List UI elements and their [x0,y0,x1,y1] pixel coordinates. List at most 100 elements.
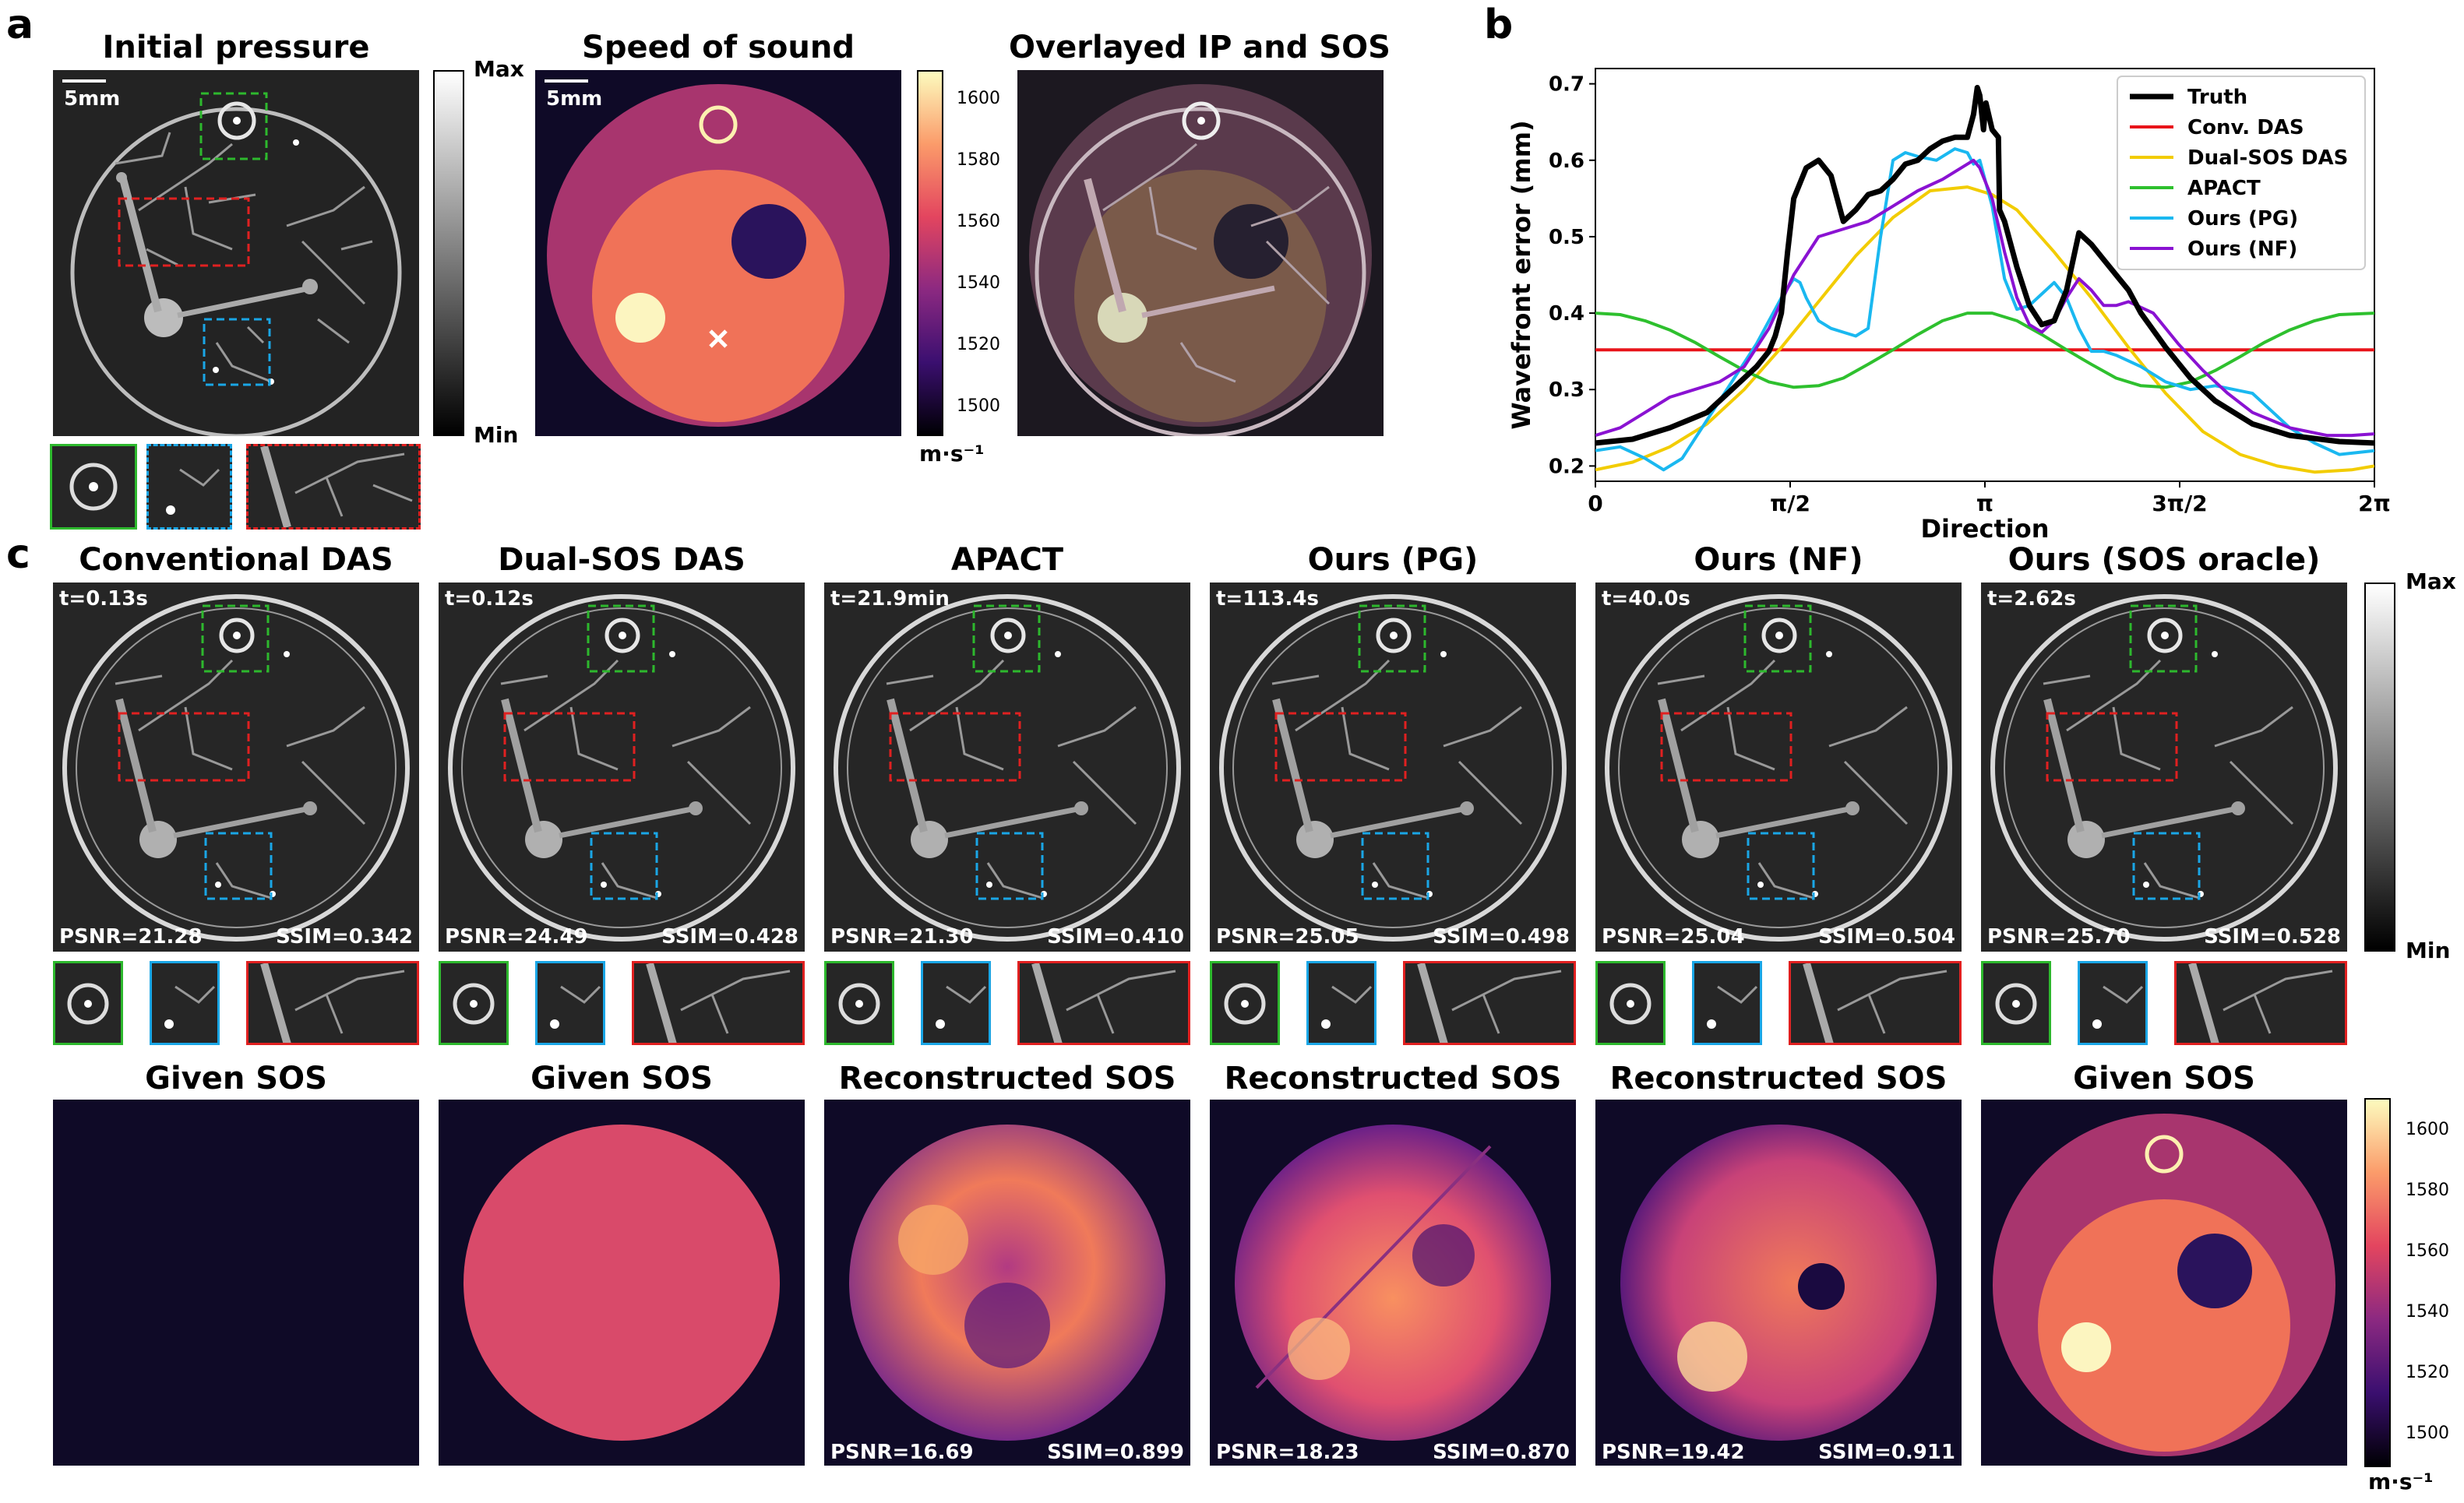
recon-ssim-5: SSIM=0.528 [2204,925,2341,949]
recon-inset-red-4 [1789,961,1962,1045]
recon-inset-blue-5 [2078,961,2148,1045]
legend-label-4: Ours (PG) [2187,207,2298,231]
sos-unit-c: m·s⁻¹ [2368,1469,2434,1494]
recon-image-2: t=21.9min PSNR=21.30 SSIM=0.410 [824,583,1190,952]
x-tick-label-0: 0 [1588,491,1602,516]
recon-psnr-1: PSNR=24.49 [445,925,588,949]
recon-inset-red-0 [246,961,419,1045]
recon-inset-blue-3 [1306,961,1377,1045]
sos-tick-c-1560: 1560 [2406,1241,2449,1261]
sos-recon-image-1 [439,1100,805,1467]
sos-recon-image-3: PSNR=18.23 SSIM=0.870 [1210,1100,1576,1467]
recon-psnr-3: PSNR=25.05 [1216,925,1359,949]
recon-inset-green-4 [1595,961,1666,1045]
recon-image-5: t=2.62s PSNR=25.70 SSIM=0.528 [1981,583,2347,952]
sos-tick-a-1580: 1580 [957,150,1000,170]
recon-ssim-4: SSIM=0.504 [1818,925,1955,949]
recon-inset-blue-2 [921,961,991,1045]
legend-label-3: APACT [2187,177,2261,200]
sos-psnr-4: PSNR=19.42 [1602,1441,1745,1464]
sos-recon-image-2: PSNR=16.69 SSIM=0.899 [824,1100,1190,1467]
ip-inset-blue [146,444,232,530]
recon-ssim-1: SSIM=0.428 [661,925,798,949]
ip-colorbar [433,70,464,436]
sos-tick-c-1500: 1500 [2406,1424,2449,1443]
sos-scale-bar-label: 5mm [546,87,603,111]
legend-label-0: Truth [2187,86,2247,109]
ip-colorbar-c-min: Min [2406,938,2451,963]
recon-inset-green-2 [824,961,894,1045]
recon-inset-blue-0 [150,961,220,1045]
recon-inset-green-1 [439,961,509,1045]
recon-time-1: t=0.12s [445,587,534,611]
wavefront-error-chart: 0.2 0.3 0.4 0.5 0.6 0.7 0 π/2 π 3π/2 2π Direction Wa… [1496,23,2464,553]
recon-inset-red-2 [1017,961,1190,1045]
panel-letter-b: b [1484,2,1514,48]
sos-ssim-2: SSIM=0.899 [1047,1441,1184,1464]
series-line-5 [1595,158,2374,438]
ip-inset-red [246,444,421,530]
sos-title-5: Given SOS [2073,1061,2255,1096]
sos-title-4: Reconstructed SOS [1609,1061,1948,1096]
recon-time-3: t=113.4s [1216,587,1319,611]
y-tick-label-2: 0.4 [1549,302,1585,326]
sos-psnr-3: PSNR=18.23 [1216,1441,1359,1464]
title-initial-pressure: Initial pressure [102,30,370,65]
y-tick-label-0: 0.2 [1549,455,1585,478]
recon-time-0: t=0.13s [59,587,148,611]
recon-inset-red-1 [632,961,805,1045]
legend-box [2117,76,2366,270]
recon-title-1: Dual-SOS DAS [498,542,746,578]
recon-psnr-5: PSNR=25.70 [1987,925,2131,949]
x-axis-label: Direction [1920,514,2049,544]
recon-psnr-0: PSNR=21.28 [59,925,203,949]
panel-letter-c: c [6,531,30,578]
recon-psnr-2: PSNR=21.30 [830,925,974,949]
title-speed-of-sound: Speed of sound [582,30,855,65]
ip-colorbar-c-max: Max [2406,568,2456,594]
recon-title-2: APACT [950,542,1064,578]
recon-inset-green-5 [1981,961,2051,1045]
sos-tick-c-1540: 1540 [2406,1302,2449,1322]
sos-tick-a-1520: 1520 [957,335,1000,354]
title-overlayed: Overlayed IP and SOS [1009,30,1391,65]
legend-label-2: Dual-SOS DAS [2187,146,2348,170]
sos-tick-c-1600: 1600 [2406,1120,2449,1139]
sos-ssim-3: SSIM=0.870 [1433,1441,1570,1464]
recon-image-3: t=113.4s PSNR=25.05 SSIM=0.498 [1210,583,1576,952]
recon-time-4: t=40.0s [1602,587,1690,611]
series-line-4 [1595,147,2374,472]
recon-title-3: Ours (PG) [1307,542,1479,578]
sos-title-1: Given SOS [531,1061,713,1096]
legend-label-5: Ours (NF) [2187,238,2297,261]
recon-image-0: t=0.13s PSNR=21.28 SSIM=0.342 [53,583,419,952]
sos-recon-image-4: PSNR=19.42 SSIM=0.911 [1595,1100,1962,1467]
sos-unit-a: m·s⁻¹ [919,441,985,466]
recon-time-5: t=2.62s [1987,587,2076,611]
recon-inset-blue-4 [1692,961,1762,1045]
recon-ssim-0: SSIM=0.342 [276,925,413,949]
sos-recon-image-5 [1981,1100,2347,1467]
recon-psnr-4: PSNR=25.04 [1602,925,1745,949]
ip-colorbar-max: Max [474,56,524,82]
sos-tick-c-1580: 1580 [2406,1181,2449,1200]
ip-colorbar-min: Min [474,422,519,448]
y-tick-label-1: 0.3 [1549,378,1585,402]
overlay-image [1017,70,1384,436]
sos-ssim-4: SSIM=0.911 [1818,1441,1955,1464]
y-tick-label-4: 0.6 [1549,150,1585,173]
sos-tick-a-1500: 1500 [957,396,1000,416]
recon-title-4: Ours (NF) [1694,542,1863,578]
x-tick-label-4: 2π [2358,491,2391,516]
initial-pressure-image: 5mm [53,70,419,436]
y-axis-label: Wavefront error (mm) [1507,120,1536,429]
recon-time-2: t=21.9min [830,587,950,611]
ip-colorbar-c [2364,583,2395,952]
recon-inset-green-0 [53,961,123,1045]
recon-inset-blue-1 [535,961,605,1045]
sos-colorbar-a [917,70,943,436]
scale-bar-label: 5mm [64,87,121,111]
series-line-0 [1595,85,2374,446]
series-line-3 [1595,312,2374,389]
sos-recon-image-0 [53,1100,419,1467]
